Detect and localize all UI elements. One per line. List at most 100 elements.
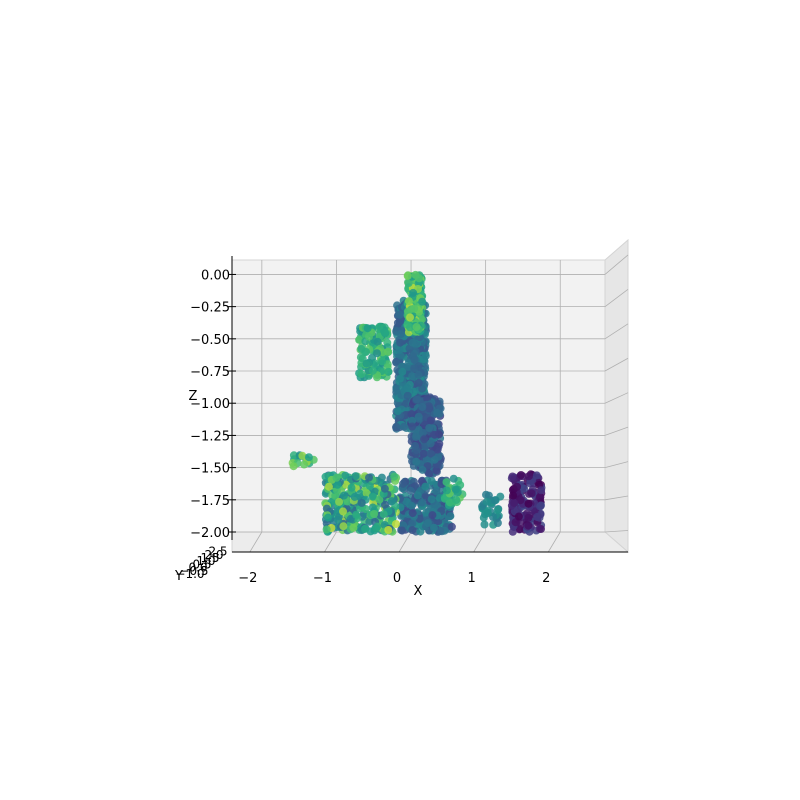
x-tick-label: −2 [238, 571, 257, 586]
scatter-point [384, 347, 392, 356]
scatter-point [494, 505, 502, 514]
scatter-point [396, 330, 405, 338]
scatter-point [442, 486, 451, 495]
z-tick-label: −1.75 [190, 494, 230, 509]
scatter-point [380, 328, 389, 337]
x-floor-gridline [249, 531, 263, 553]
scatter-point [418, 465, 427, 474]
scatter-point [406, 486, 415, 495]
scatter-point [381, 500, 389, 509]
scatter-point [406, 323, 414, 332]
scatter-point [449, 474, 458, 483]
scatter-point [417, 315, 426, 324]
scatter-point [414, 370, 423, 379]
scatter-point [300, 460, 309, 469]
scatter-point [422, 508, 431, 517]
y-tick-label: 1.5 [200, 551, 219, 565]
x-tick-label: 0 [393, 571, 401, 586]
scatter-point [365, 517, 374, 526]
scatter-point [491, 496, 499, 505]
scatter-point [414, 412, 423, 421]
scatter-point [520, 484, 529, 493]
scatter-point [434, 452, 443, 461]
scatter-point [392, 422, 401, 431]
scatter-point [412, 457, 421, 466]
x-axis-label: X [414, 584, 423, 599]
scatter-point [368, 492, 377, 501]
scatter-point [493, 519, 502, 527]
scatter-point [384, 367, 393, 376]
y-tick-label: 2.5 [208, 545, 227, 559]
scatter-point [289, 462, 298, 471]
scatter-point [365, 482, 374, 491]
scatter-point [412, 395, 421, 404]
scatter-point [420, 435, 429, 444]
scatter-point [446, 512, 455, 521]
scatter-point [533, 512, 542, 521]
z-side-gridline [604, 392, 629, 404]
scatter-point [398, 367, 407, 376]
scatter-point [365, 332, 373, 341]
z-side-gridline [604, 254, 629, 275]
scatter-point [406, 313, 414, 322]
y-tick-label: 0.5 [192, 557, 211, 571]
scatter-point [424, 402, 433, 411]
z-tick-label: −0.50 [190, 333, 230, 348]
x-tick-label: 1 [467, 571, 475, 586]
scatter-point [375, 495, 384, 504]
scatter-point [361, 524, 369, 533]
scatter-point [423, 519, 432, 528]
scatter-point [514, 512, 523, 521]
scatter-point [442, 478, 451, 487]
scatter-point [410, 356, 419, 365]
scatter-point [426, 416, 435, 425]
scatter-point [380, 484, 389, 493]
scatter-point [352, 510, 361, 519]
x-tick-label: 2 [542, 571, 550, 586]
y-tick-label: −1.0 [175, 567, 204, 581]
scatter-point [452, 496, 461, 504]
z-side-gridline [604, 323, 629, 340]
y-tick-label: 2.0 [204, 548, 223, 562]
scatter-point [414, 378, 423, 387]
scatter-point [447, 522, 456, 531]
scatter-point [426, 449, 435, 458]
scatter-point [516, 496, 525, 505]
y-axis-label: Y [174, 569, 183, 584]
scatter-point [341, 471, 350, 480]
scatter-point [408, 519, 417, 528]
scatter-point [339, 507, 347, 516]
scatter-point [370, 510, 379, 518]
scatter-point [393, 318, 402, 327]
scatter-point [388, 497, 396, 506]
scatter-point [349, 523, 358, 532]
scatter-point [395, 310, 404, 319]
scatter-point [357, 370, 366, 378]
floor-pane [231, 531, 630, 553]
scatter-point [304, 453, 313, 462]
scatter-point [351, 472, 360, 481]
z-tick-label: −0.75 [190, 365, 230, 380]
z-side-gridline [604, 357, 629, 372]
scatter-point [365, 473, 373, 482]
scatter-point [418, 384, 427, 393]
axes: −2 −1 0 1 2 0.00 −0.25 −0.50 −0.75 −1.00 −1.25 −1.5… [175, 256, 628, 586]
scatter-point [513, 482, 522, 491]
side-pane [604, 238, 629, 554]
scatter-point [378, 357, 387, 366]
scatter-point [333, 480, 342, 489]
scatter-point [362, 359, 371, 368]
z-tick-label: −0.25 [190, 301, 230, 316]
scatter-point [410, 304, 419, 313]
scatter-point [426, 439, 435, 448]
scatter-point [482, 497, 491, 506]
scatter-point [332, 473, 341, 482]
y-tick-label: 0.0 [188, 561, 207, 575]
scatter-point [413, 491, 422, 500]
z-side-gridline [604, 495, 629, 501]
scatter-point [419, 449, 428, 458]
scatter-point [416, 527, 425, 536]
y-tick-label: 1.0 [196, 554, 215, 568]
scatter-point [427, 495, 436, 504]
